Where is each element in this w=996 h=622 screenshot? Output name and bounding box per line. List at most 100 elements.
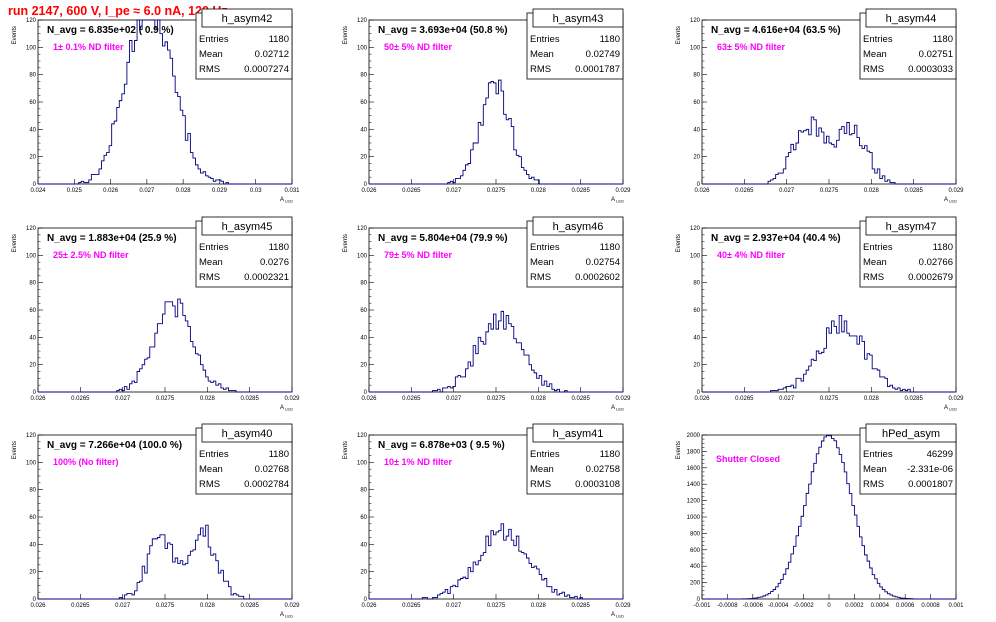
histogram-panel-h_asym42: 0 20 40 60 80 100 120 0.024 0.025 0.026 0.027 0.028… [12,8,300,204]
x-tick-label: -0.001 [693,603,711,609]
stats-title: hPed_asym [882,428,940,440]
stats-entries-value: 1180 [269,242,289,253]
histogram-series-h_asym46 [369,310,623,393]
y-tick-label: 100 [690,253,701,259]
y-tick-label: 20 [29,155,36,161]
y-axis-title: Events [12,234,18,252]
x-tick-label: 0.026 [103,188,119,194]
x-tick-label: 0.0285 [904,396,923,402]
y-axis-title: Events [343,234,349,252]
navg-label: N_avg = 2.937e+04 (40.4 %) [711,233,841,244]
x-tick-label: 0.0265 [71,603,90,609]
x-tick-label: 0.0275 [487,603,506,609]
y-tick-label: 1200 [687,499,701,505]
navg-label: N_avg = 7.266e+04 (100.0 %) [47,440,182,451]
x-tick-label: -0.0002 [793,603,814,609]
x-tick-label: 0.027 [446,603,462,609]
stats-rms-value: 0.0003108 [575,479,620,490]
stats-rms-value: 0.0002602 [575,272,620,283]
x-tick-label: 0.026 [361,188,377,194]
stats-rms-value: 0.0001787 [575,64,620,75]
y-tick-label: 60 [29,308,36,314]
stats-mean-label: Mean [863,257,887,268]
x-tick-label: 0.028 [531,188,547,194]
x-tick-label: 0.029 [615,188,631,194]
y-tick-label: 100 [357,45,368,51]
x-tick-label: 0.0002 [845,603,864,609]
y-tick-label: 0 [33,182,37,188]
filter-label: 50± 5% ND filter [384,42,452,52]
stats-entries-value: 1180 [933,242,953,253]
y-axis-title: Events [343,26,349,44]
x-tick-label: 0.027 [446,188,462,194]
x-tick-label: 0.026 [361,603,377,609]
y-tick-label: 2000 [687,433,701,439]
stats-rms-value: 0.0001807 [908,479,953,490]
y-tick-label: 80 [29,488,36,494]
stats-title: h_asym43 [553,13,604,25]
x-tick-label: 0.029 [284,396,300,402]
x-tick-label: 0.0265 [735,396,754,402]
x-tick-label: 0.028 [531,603,547,609]
stats-entries-label: Entries [863,449,893,460]
y-tick-label: 40 [29,335,36,341]
stats-mean-value: -2.331e-06 [907,464,953,475]
stats-title: h_asym41 [553,428,604,440]
stats-title: h_asym46 [553,221,604,233]
stats-entries-value: 1180 [600,34,620,45]
stats-rms-label: RMS [530,479,551,490]
stats-rms-label: RMS [199,64,220,75]
x-tick-label: -0.0004 [768,603,789,609]
x-tick-label: 0.03 [250,188,262,194]
y-tick-label: 400 [690,564,701,570]
histogram-panel-h_asym40: 0 20 40 60 80 100 120 0.026 0.0265 0.027 0.0275 0.0… [12,423,300,619]
stats-mean-value: 0.02749 [586,49,620,60]
y-tick-label: 20 [360,363,367,369]
stats-rms-value: 0.0007274 [244,64,289,75]
stats-rms-value: 0.0002321 [244,272,289,283]
navg-label: N_avg = 5.804e+04 (79.9 %) [378,233,508,244]
x-tick-label: 0.026 [694,188,710,194]
x-tick-label: 0.0008 [921,603,940,609]
y-tick-label: 40 [29,542,36,548]
histogram-series-h_asym45 [38,298,292,393]
y-tick-label: 0 [364,597,368,603]
x-tick-label: -0.0008 [717,603,738,609]
x-tick-label: 0.029 [615,396,631,402]
y-tick-label: 120 [26,18,37,24]
x-tick-label: 0.028 [200,396,216,402]
y-tick-label: 20 [29,363,36,369]
x-tick-label: 0.028 [176,188,192,194]
y-tick-label: 40 [693,335,700,341]
x-tick-label: 0.024 [30,188,46,194]
y-tick-label: 200 [690,581,701,587]
stats-entries-label: Entries [530,242,560,253]
stats-rms-label: RMS [530,64,551,75]
histogram-series-h_asym41 [369,523,623,600]
stats-mean-value: 0.0276 [260,257,289,268]
stats-entries-label: Entries [863,242,893,253]
x-axis-title: A LED [280,612,293,619]
y-tick-label: 1400 [687,482,701,488]
y-tick-label: 60 [360,308,367,314]
stats-rms-label: RMS [199,272,220,283]
y-tick-label: 60 [29,100,36,106]
y-tick-label: 60 [29,515,36,521]
x-axis-title: A LED [611,197,624,204]
stats-mean-label: Mean [863,49,887,60]
x-tick-label: 0.027 [115,603,131,609]
x-tick-label: 0.029 [948,396,964,402]
stats-rms-value: 0.0003033 [908,64,953,75]
x-axis-title: A LED [280,197,293,204]
x-tick-label: 0.0265 [735,188,754,194]
y-tick-label: 60 [693,308,700,314]
x-axis-title: A LED [944,197,957,204]
stats-rms-value: 0.0002679 [908,272,953,283]
y-tick-label: 40 [29,127,36,133]
histogram-series-h_asym44 [702,116,956,185]
navg-label: N_avg = 3.693e+04 (50.8 %) [378,25,508,36]
filter-label: Shutter Closed [716,454,780,464]
stats-title-box [532,423,624,443]
x-tick-label: 0.029 [284,603,300,609]
